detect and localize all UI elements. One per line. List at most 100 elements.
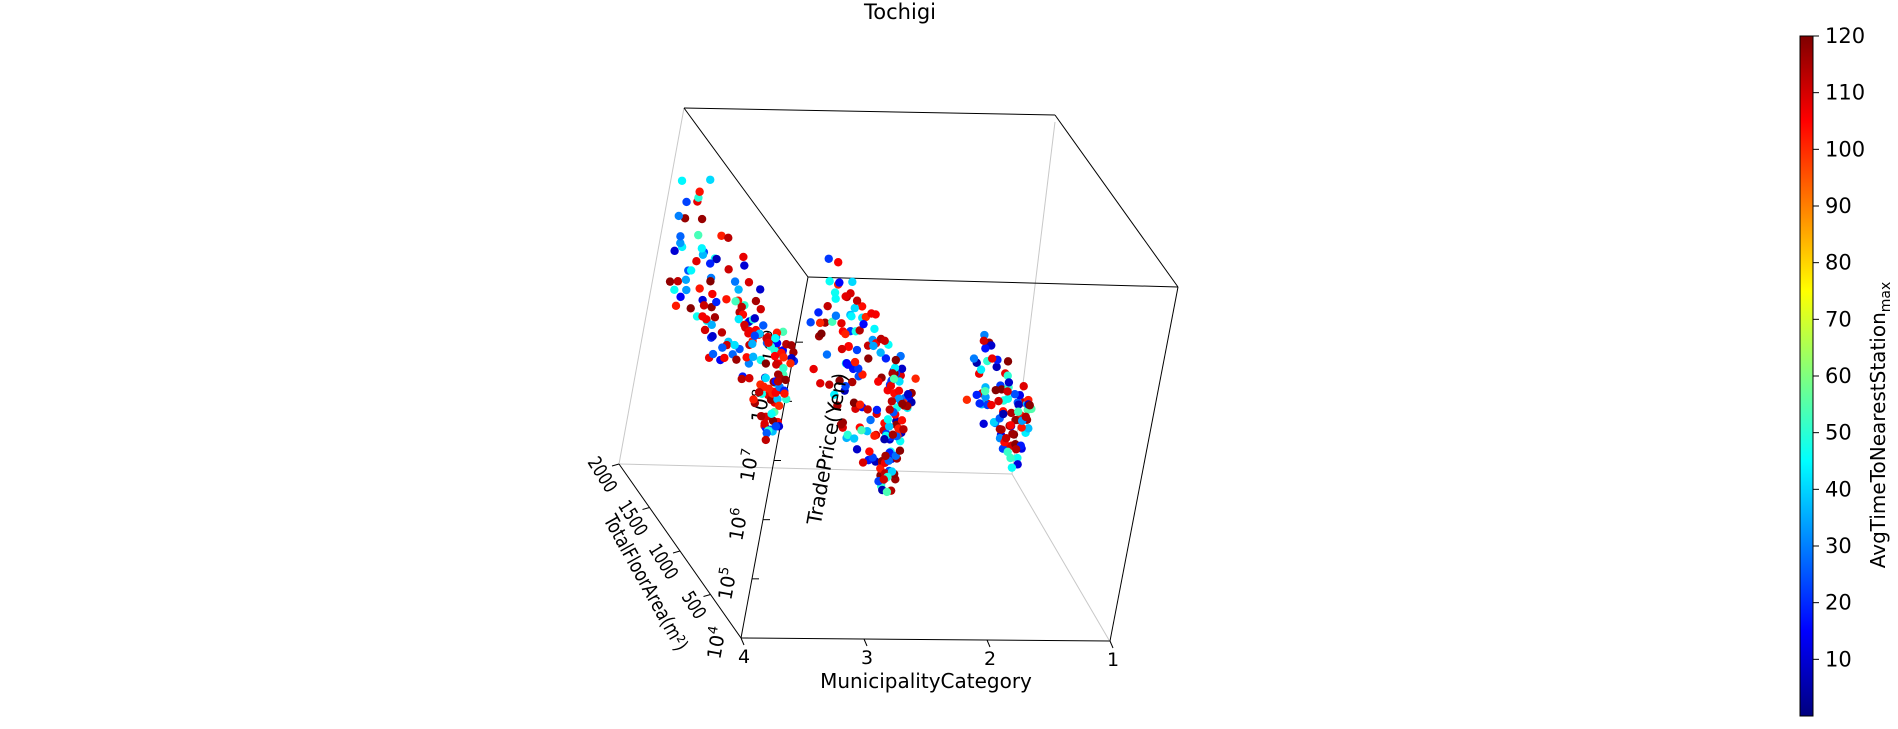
scatter-point	[864, 354, 873, 363]
scatter-point	[1017, 423, 1026, 432]
colorbar-tick-label: 20	[1825, 591, 1852, 615]
scatter-point	[962, 395, 972, 404]
scatter-point	[756, 411, 766, 421]
scatter-point	[865, 447, 874, 456]
scatter-point	[754, 388, 764, 397]
scatter-point	[991, 385, 1000, 395]
scatter-point	[858, 370, 867, 379]
scatter-point	[835, 376, 844, 385]
scatter-point	[1007, 408, 1016, 418]
scatter-point	[731, 297, 740, 306]
scatter-point	[737, 374, 746, 384]
scatter-point	[994, 396, 1003, 406]
box-front-edges	[618, 107, 1179, 642]
x-tick-mark	[986, 639, 991, 648]
top-front-edge	[807, 276, 1179, 288]
scatter-point	[898, 399, 907, 409]
x-tick-mark	[863, 638, 868, 647]
scatter-point	[700, 325, 710, 335]
scatter-point	[759, 321, 768, 330]
svg-text:104: 104	[701, 625, 730, 661]
colorbar-tick-label: 90	[1825, 194, 1852, 218]
scatter-point	[897, 416, 907, 425]
scatter-point	[969, 354, 979, 363]
scatter-point	[870, 324, 879, 334]
y-tick-mark	[642, 507, 650, 510]
scatter-point	[762, 428, 771, 438]
scatter-point	[724, 265, 733, 274]
x-tick-mark	[1109, 640, 1114, 649]
scatter-point	[879, 475, 888, 484]
scatter-point	[848, 377, 857, 387]
scatter-point	[980, 386, 990, 396]
scatter-point	[750, 331, 759, 340]
scatter-point	[987, 400, 996, 410]
colorbar-tick-label: 60	[1825, 364, 1852, 388]
scatter-point	[760, 419, 769, 428]
scatter-point	[987, 354, 997, 363]
scatter-point	[981, 344, 990, 353]
scatter-point	[697, 244, 707, 253]
scatter-point	[739, 252, 748, 262]
scatter-point	[730, 277, 740, 286]
scatter-point	[897, 364, 907, 373]
scatter-point	[740, 320, 749, 330]
scatter-point	[1007, 463, 1017, 472]
scatter-point	[852, 345, 862, 355]
scatter-point	[835, 278, 844, 287]
scatter-point	[831, 311, 841, 320]
scatter-point	[1011, 445, 1021, 454]
scatter-point	[686, 266, 696, 275]
scatter-point	[831, 294, 840, 303]
y-tick-label: 500	[676, 588, 710, 624]
scatter-point	[895, 446, 905, 455]
z-tick-label: 105	[714, 566, 740, 602]
scatter-point	[867, 309, 876, 318]
scatter-point	[767, 409, 776, 419]
scatter-point	[734, 314, 743, 324]
scatter-point	[883, 415, 893, 424]
scatter-point	[824, 254, 833, 263]
svg-text:106: 106	[723, 506, 752, 542]
scatter-point	[744, 278, 754, 287]
scatter-point	[992, 362, 1001, 372]
scatter-point	[740, 261, 749, 270]
x-tick-label: 2	[984, 648, 996, 670]
scatter-point	[876, 348, 885, 357]
scatter-point	[779, 363, 788, 373]
colorbar: 10 20 30 40 50 60 70 80 90 100 110 120 AvgTimeToNea…	[1799, 24, 1894, 717]
scatter-point	[712, 297, 721, 307]
back-edge-bottom	[618, 463, 1013, 475]
scatter-point	[841, 292, 850, 301]
scatter-point	[750, 314, 760, 323]
scatter-point	[885, 405, 894, 414]
scatter-point	[705, 259, 715, 268]
colorbar-tick-label: 70	[1825, 307, 1852, 331]
scatter-point	[764, 338, 773, 348]
scatter-point	[682, 285, 691, 295]
scatter-point	[712, 254, 721, 264]
scatter-point	[698, 312, 707, 321]
scatter-point	[837, 344, 847, 354]
scatter-point	[903, 390, 913, 399]
scatter-point	[695, 284, 704, 293]
scatter-point	[774, 401, 784, 410]
scatter-point	[737, 302, 746, 312]
scatter-point	[894, 386, 904, 396]
scatter-point	[884, 422, 894, 431]
scatter-point	[891, 355, 901, 365]
z-tick-label: 107	[736, 447, 762, 483]
scatter-point	[771, 422, 781, 431]
z-tick-label: 104	[701, 625, 730, 661]
scatter-point	[694, 230, 703, 240]
scatter-point	[843, 430, 852, 440]
scatter-point	[748, 339, 757, 349]
top-back-edge	[683, 107, 1056, 116]
scatter-point	[806, 318, 815, 327]
front-vertical-edge	[740, 276, 809, 639]
scatter-point	[899, 425, 908, 434]
scatter-point	[718, 343, 727, 352]
scatter-point	[881, 354, 891, 363]
scatter-point	[749, 395, 758, 404]
scatter-point	[751, 296, 761, 306]
